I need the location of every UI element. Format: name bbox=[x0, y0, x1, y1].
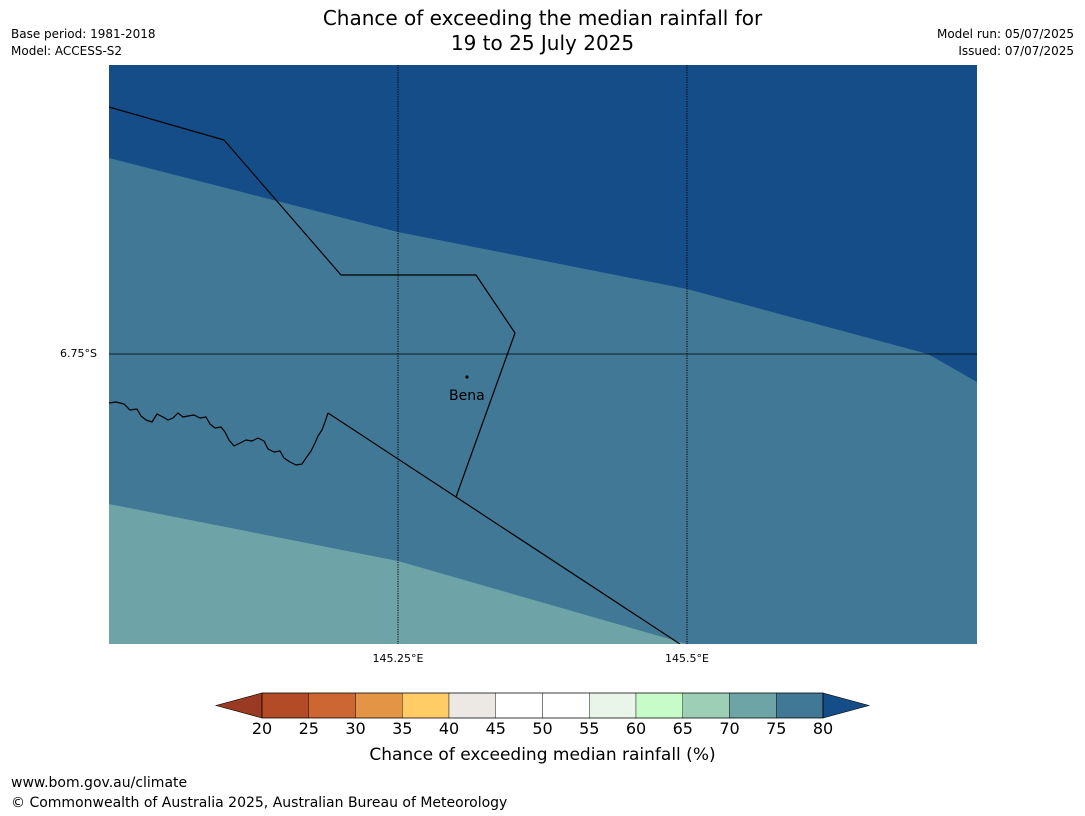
town-marker-bena bbox=[465, 375, 469, 379]
colorbar-cell-55-60 bbox=[589, 692, 637, 719]
colorbar-tick-55: 55 bbox=[579, 719, 600, 738]
colorbar-cell-20-25 bbox=[261, 692, 309, 719]
map-title: Chance of exceeding the median rainfall … bbox=[0, 6, 1085, 56]
colorbar-cell-70-75 bbox=[729, 692, 777, 719]
province-boundary-south bbox=[327, 412, 681, 644]
footer-url: www.bom.gov.au/climate bbox=[11, 775, 188, 791]
colorbar-tick-60: 60 bbox=[625, 719, 647, 738]
colorbar-over-arrow bbox=[822, 692, 871, 719]
colorbar-under-arrow bbox=[214, 692, 263, 719]
colorbar-cell-25-30 bbox=[308, 692, 356, 719]
issued-date: Issued: 07/07/2025 bbox=[958, 44, 1074, 58]
colorbar-cell-30-35 bbox=[355, 692, 403, 719]
colorbar-tick-70: 70 bbox=[719, 719, 740, 738]
colorbar-outline bbox=[261, 692, 824, 719]
title-line-1: Chance of exceeding the median rainfall … bbox=[322, 6, 763, 30]
lon-label-145-5: 145.5°E bbox=[665, 652, 709, 665]
base-period: Base period: 1981-2018 bbox=[11, 27, 156, 41]
town-label-bena: Bena bbox=[449, 388, 485, 404]
province-boundary-west bbox=[109, 401, 329, 466]
province-boundary-north bbox=[109, 106, 516, 498]
colorbar-tick-50: 50 bbox=[532, 719, 553, 738]
colorbar-tick-20: 20 bbox=[251, 719, 273, 738]
colorbar bbox=[214, 692, 871, 719]
colorbar-tick-45: 45 bbox=[485, 719, 506, 738]
colorbar-cell-75-80 bbox=[776, 692, 824, 719]
lat-label-6-75: 6.75°S bbox=[60, 347, 97, 360]
colorbar-tick-30: 30 bbox=[345, 719, 366, 738]
colorbar-tick-75: 75 bbox=[766, 719, 787, 738]
lon-label-145-25: 145.25°E bbox=[372, 652, 424, 665]
colorbar-title: Chance of exceeding median rainfall (%) bbox=[369, 745, 716, 765]
probability-band-75-80 bbox=[109, 158, 977, 644]
colorbar-tick-25: 25 bbox=[298, 719, 319, 738]
colorbar-cell-35-40 bbox=[402, 692, 450, 719]
title-line-2: 19 to 25 July 2025 bbox=[450, 31, 635, 55]
colorbar-cell-40-45 bbox=[448, 692, 496, 719]
colorbar-cell-60-65 bbox=[635, 692, 683, 719]
colorbar-cell-45-50 bbox=[495, 692, 543, 719]
colorbar-cells bbox=[261, 692, 824, 719]
colorbar-cell-65-70 bbox=[682, 692, 730, 719]
model-name: Model: ACCESS-S2 bbox=[11, 44, 123, 58]
colorbar-tick-35: 35 bbox=[392, 719, 413, 738]
colorbar-tick-80: 80 bbox=[812, 719, 834, 738]
metadata-right: Model run: 05/07/2025 Issued: 07/07/2025 bbox=[937, 26, 1074, 60]
colorbar-tick-65: 65 bbox=[672, 719, 693, 738]
model-run: Model run: 05/07/2025 bbox=[936, 27, 1074, 41]
colorbar-cell-50-55 bbox=[542, 692, 590, 719]
map-area bbox=[109, 65, 977, 644]
metadata-left: Base period: 1981-2018 Model: ACCESS-S2 bbox=[11, 26, 156, 60]
footer-copyright: © Commonwealth of Australia 2025, Austra… bbox=[11, 795, 508, 811]
colorbar-tick-40: 40 bbox=[438, 719, 460, 738]
